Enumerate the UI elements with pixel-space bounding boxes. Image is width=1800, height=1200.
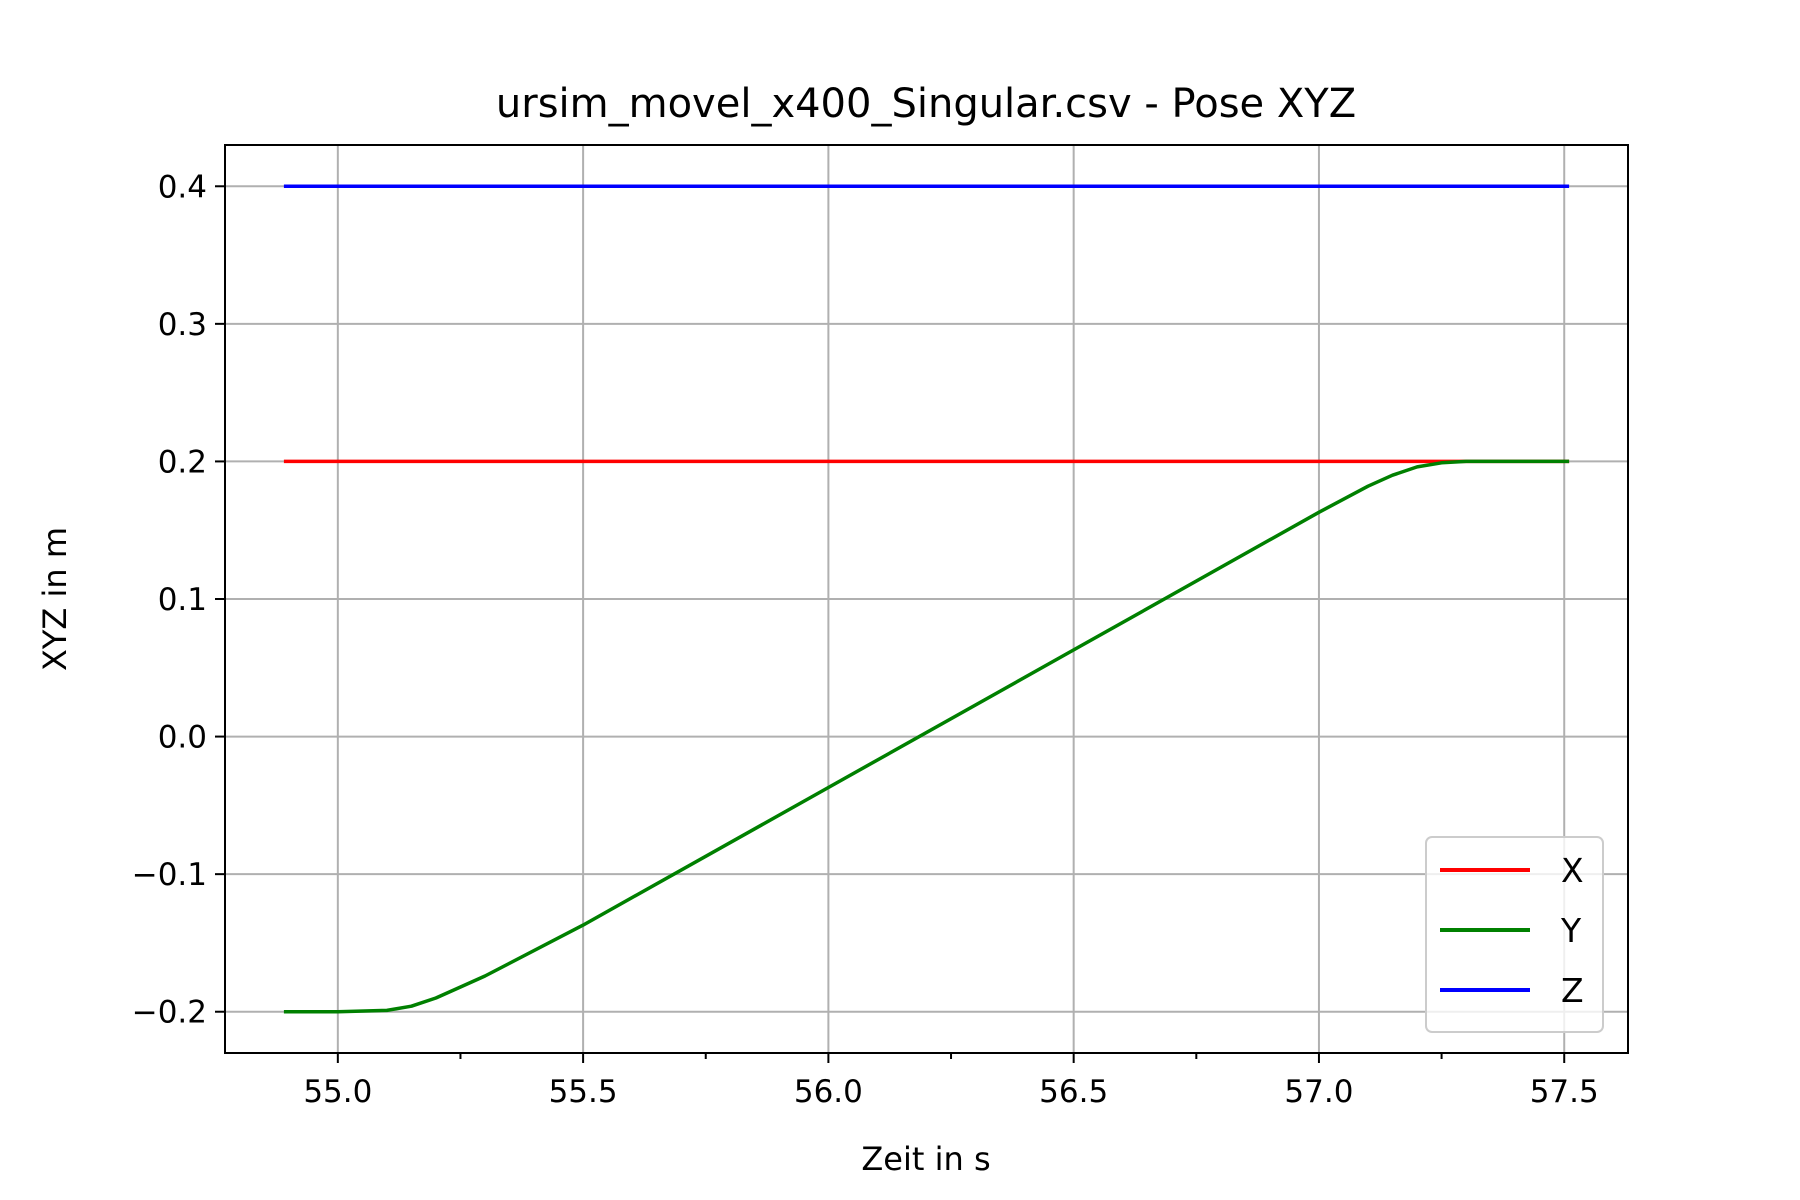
x-tick-label: 55.0: [303, 1074, 372, 1110]
y-axis-label: XYZ in m: [36, 527, 74, 671]
y-tick-label: −0.2: [132, 995, 207, 1031]
legend-label-x: X: [1561, 851, 1584, 890]
legend-label-z: Z: [1561, 971, 1584, 1010]
legend-box: [1425, 836, 1604, 1033]
legend: XYZ: [1425, 836, 1604, 1033]
x-tick-label: 56.5: [1039, 1074, 1108, 1110]
series-lines: [283, 184, 1570, 1014]
y-tick-label: 0.0: [158, 720, 207, 756]
y-tick-label: 0.3: [158, 307, 207, 343]
x-tick-label: 55.5: [549, 1074, 618, 1110]
x-tick-label: 57.5: [1530, 1074, 1599, 1110]
y-tick-label: 0.4: [158, 169, 207, 205]
legend-label-y: Y: [1560, 911, 1582, 950]
y-tick-label: 0.2: [158, 444, 207, 480]
x-axis-label: Zeit in s: [861, 1140, 990, 1178]
series-line-y: [283, 459, 1570, 1014]
tick-labels: 55.0 55.5 56.0 56.5 57.0 57.5 −0.2 −0.1 0.0 0.1 0.…: [132, 169, 1599, 1110]
y-tick-label: −0.1: [132, 857, 207, 893]
chart-title: ursim_movel_x400_Singular.csv - Pose XYZ: [496, 81, 1356, 127]
y-tick-label: 0.1: [158, 582, 207, 618]
x-tick-label: 57.0: [1284, 1074, 1353, 1110]
ticks: [215, 185, 1566, 1063]
x-tick-label: 56.0: [794, 1074, 863, 1110]
